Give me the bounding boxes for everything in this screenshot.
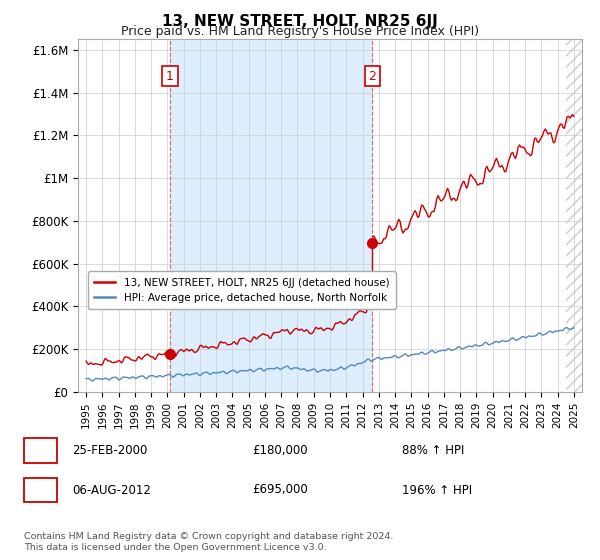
Text: Contains HM Land Registry data © Crown copyright and database right 2024.
This d: Contains HM Land Registry data © Crown c… <box>24 532 394 552</box>
Text: 2: 2 <box>368 70 376 83</box>
Text: £180,000: £180,000 <box>252 444 308 458</box>
Text: 2: 2 <box>37 483 44 497</box>
Bar <box>170 39 372 392</box>
Text: Price paid vs. HM Land Registry's House Price Index (HPI): Price paid vs. HM Land Registry's House … <box>121 25 479 38</box>
Text: 06-AUG-2012: 06-AUG-2012 <box>72 483 151 497</box>
Text: 1: 1 <box>37 444 44 458</box>
Text: £695,000: £695,000 <box>252 483 308 497</box>
Text: 25-FEB-2000: 25-FEB-2000 <box>72 444 148 458</box>
Text: 88% ↑ HPI: 88% ↑ HPI <box>402 444 464 458</box>
Text: 13, NEW STREET, HOLT, NR25 6JJ: 13, NEW STREET, HOLT, NR25 6JJ <box>162 14 438 29</box>
Text: 196% ↑ HPI: 196% ↑ HPI <box>402 483 472 497</box>
Legend: 13, NEW STREET, HOLT, NR25 6JJ (detached house), HPI: Average price, detached ho: 13, NEW STREET, HOLT, NR25 6JJ (detached… <box>88 272 395 309</box>
Bar <box>566 39 582 392</box>
Text: 1: 1 <box>166 70 174 83</box>
